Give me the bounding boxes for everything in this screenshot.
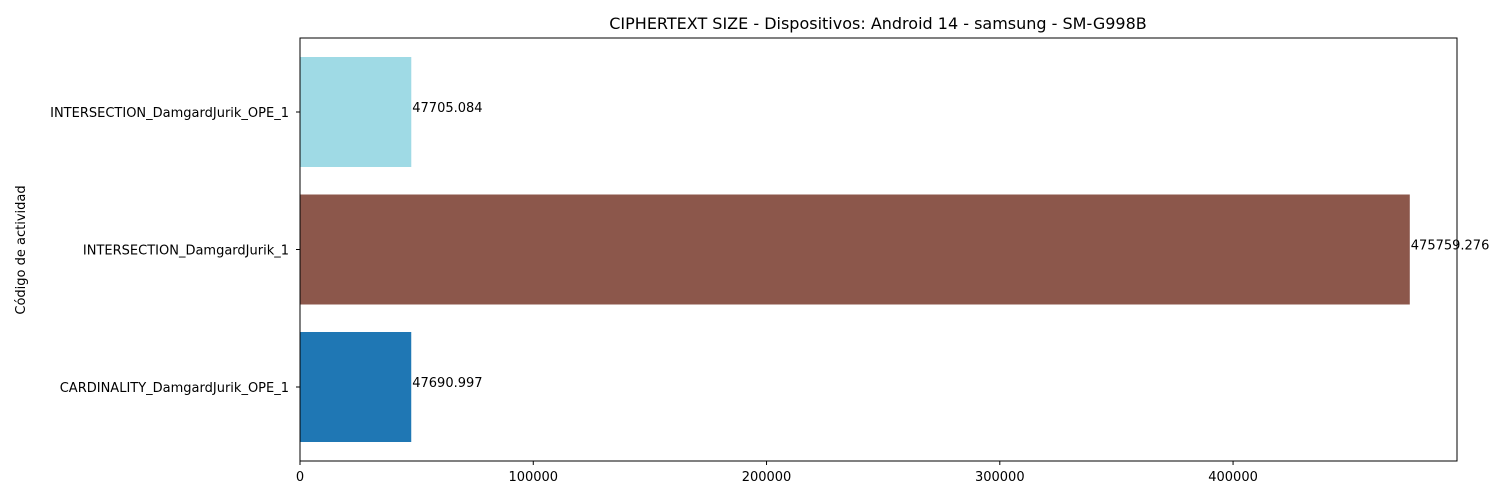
y-axis: INTERSECTION_DamgardJurik_OPE_1 INTERSECT…	[50, 106, 300, 396]
y-axis-label: Código de actividad	[14, 185, 29, 314]
bar	[300, 57, 412, 167]
x-tick-label: 100000	[508, 470, 558, 485]
bar	[300, 332, 412, 442]
x-tick-label: 300000	[975, 470, 1025, 485]
x-tick-label: 400000	[1208, 470, 1258, 485]
x-tick-label: 0	[296, 470, 304, 485]
bar-value-label: 47705.084	[412, 101, 482, 116]
bar	[300, 194, 1410, 305]
y-tick-label: INTERSECTION_DamgardJurik_OPE_1	[50, 106, 289, 121]
x-tick-label: 200000	[742, 470, 792, 485]
chart-title: CIPHERTEXT SIZE - Dispositivos: Android …	[609, 14, 1147, 33]
bar-value-label: 47690.997	[412, 376, 482, 391]
y-tick-label: CARDINALITY_DamgardJurik_OPE_1	[60, 381, 289, 396]
x-axis: 0 100000 200000 300000 400000	[296, 461, 1258, 485]
y-tick-label: INTERSECTION_DamgardJurik_1	[83, 244, 289, 259]
bars-layer: 47705.084 475759.276 47690.997	[300, 57, 1489, 442]
bar-value-label: 475759.276	[1411, 239, 1490, 254]
